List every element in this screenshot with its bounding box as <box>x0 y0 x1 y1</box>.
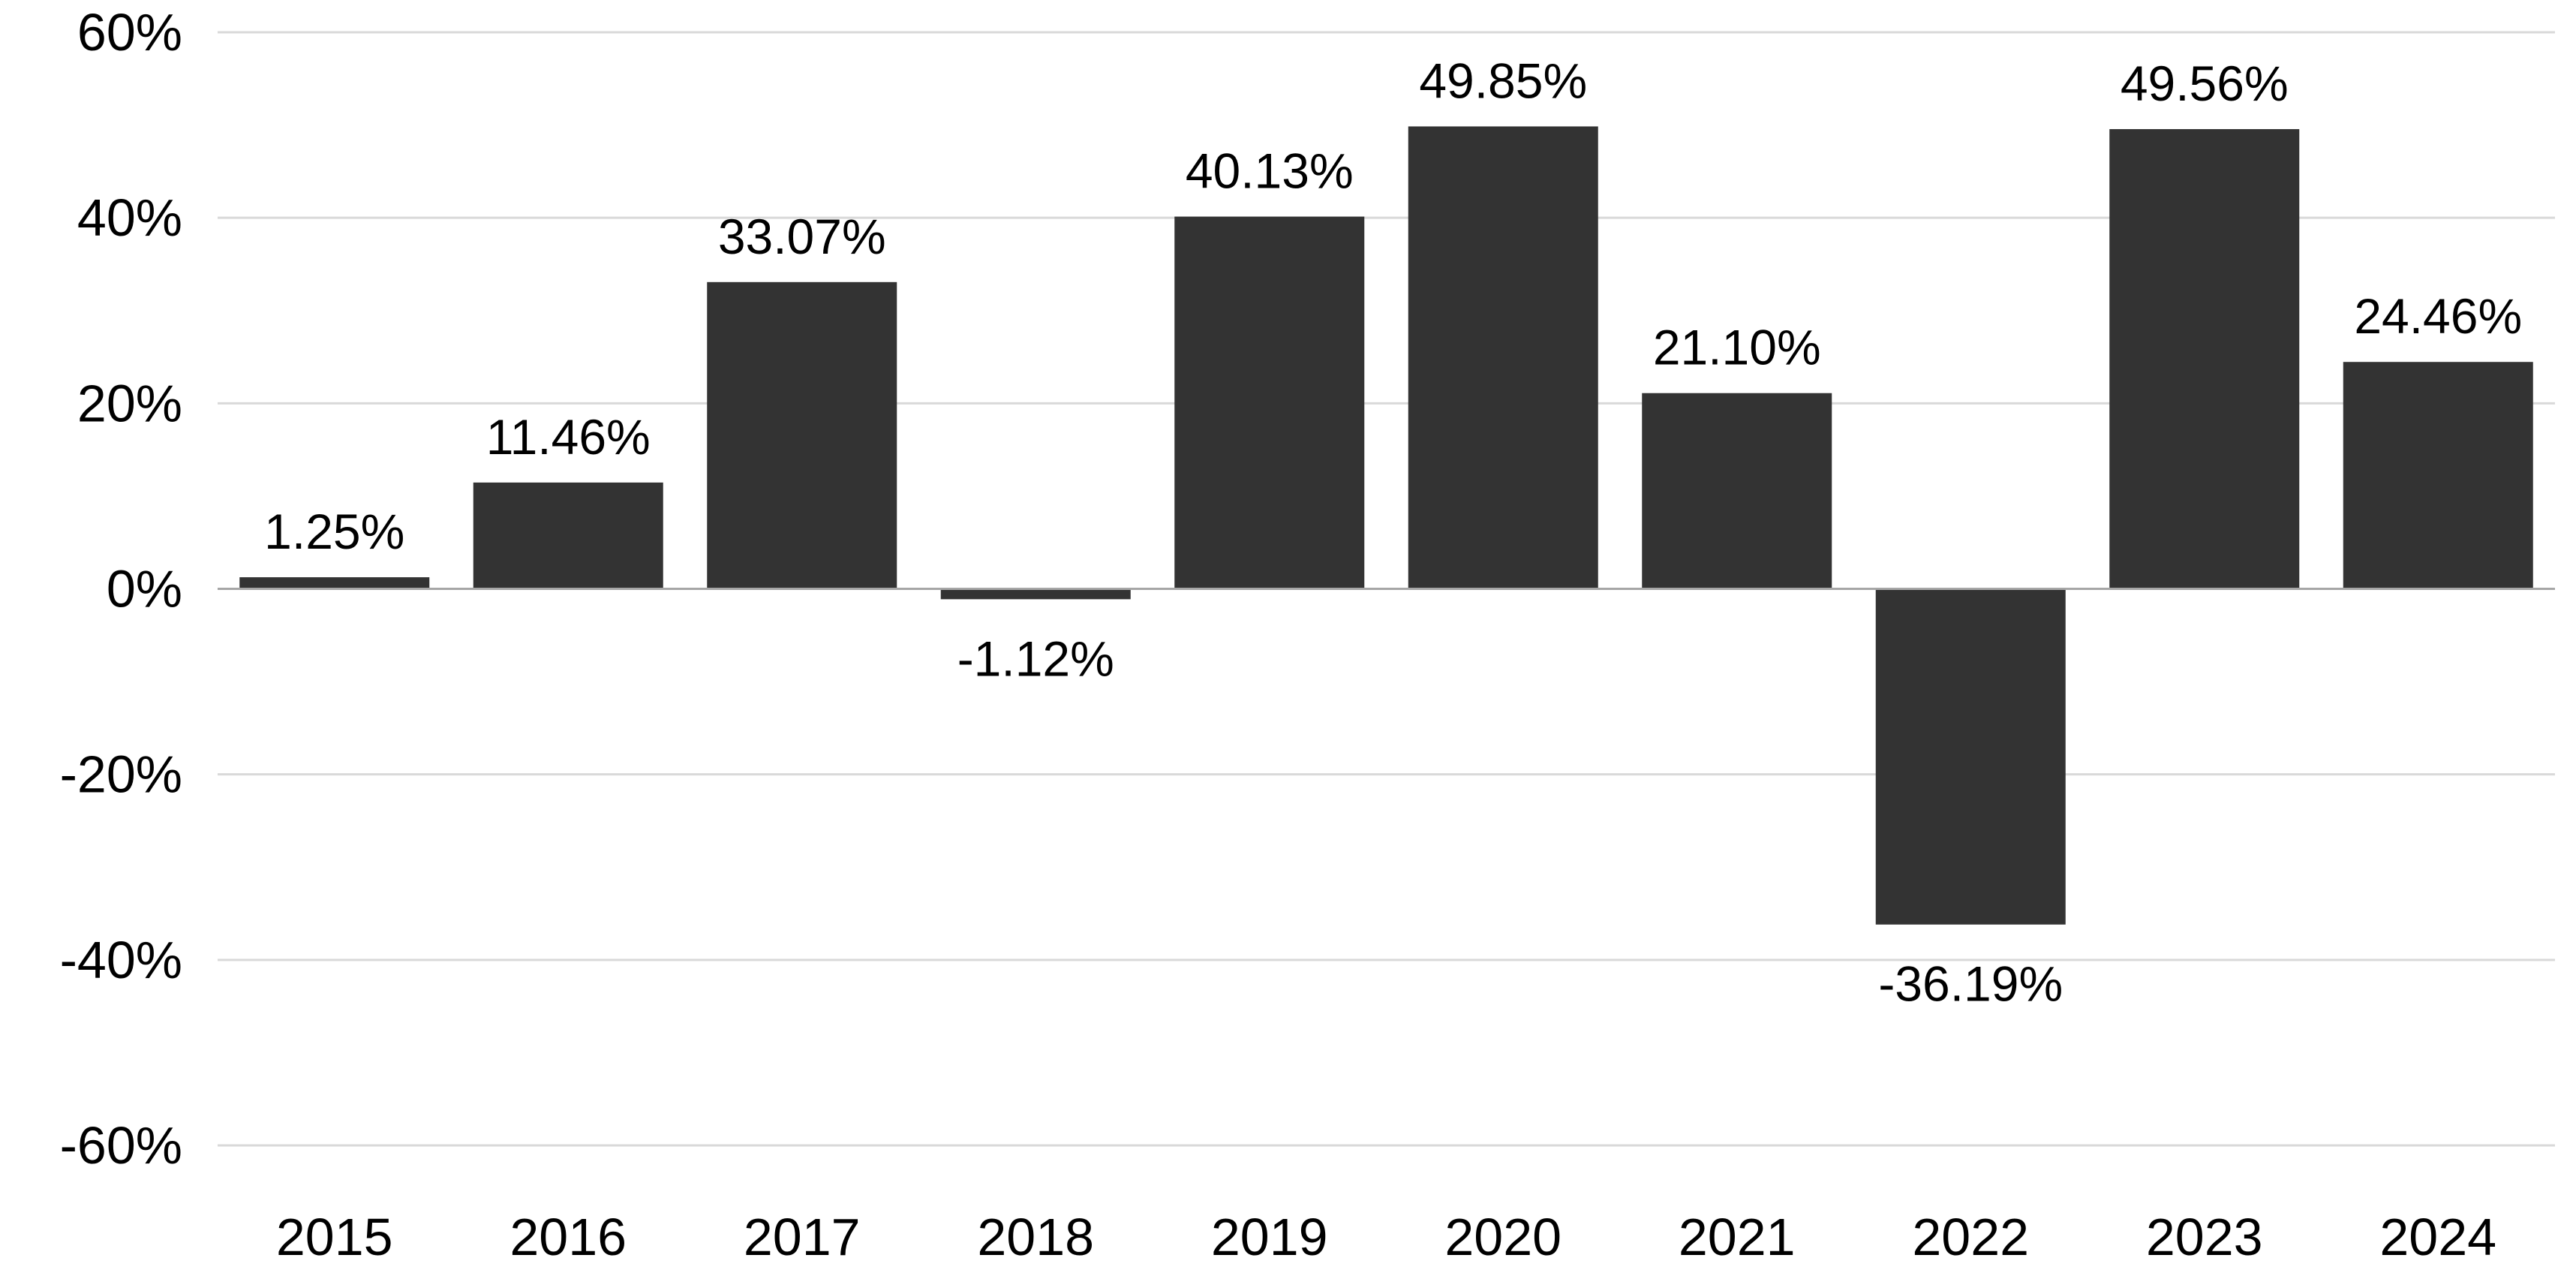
y-tick-label: 0% <box>107 560 182 618</box>
bar-2019 <box>1174 216 1365 589</box>
data-label: -36.19% <box>1878 956 2063 1012</box>
y-tick-label: 40% <box>77 188 182 247</box>
y-tick-label: -60% <box>60 1116 182 1175</box>
x-category-label: 2020 <box>1444 1208 1562 1266</box>
x-category-label: 2019 <box>1211 1208 1328 1266</box>
data-label: 21.10% <box>1653 320 1821 375</box>
bar-2017 <box>707 281 897 589</box>
x-category-label: 2017 <box>744 1208 861 1266</box>
x-category-label: 2024 <box>2379 1208 2496 1266</box>
bar-2022 <box>1875 588 2066 925</box>
y-tick-label: -40% <box>60 931 182 989</box>
bar-2018 <box>940 588 1131 600</box>
x-category-label: 2023 <box>2146 1208 2263 1266</box>
y-axis-ticks: 60% 40% 20% 0% -20% -40% -60% <box>60 3 182 1175</box>
bars <box>239 126 2533 925</box>
gridlines <box>218 31 2555 1147</box>
x-category-label: 2022 <box>1912 1208 2029 1266</box>
bar-2024 <box>2343 362 2533 589</box>
x-category-label: 2016 <box>509 1208 627 1266</box>
data-labels: 1.25% 11.46% 33.07% -1.12% 40.13% 49.85% 21.10… <box>264 53 2522 1011</box>
data-label: 49.85% <box>1419 53 1587 108</box>
y-tick-label: 20% <box>77 374 182 432</box>
bar-2016 <box>473 482 663 589</box>
x-category-label: 2021 <box>1679 1208 1796 1266</box>
x-axis-categories: 2015 2016 2017 2018 2019 2020 2021 2022 2023 2024 <box>276 1208 2496 1266</box>
y-tick-label: 60% <box>77 3 182 62</box>
data-label: 33.07% <box>718 209 886 264</box>
bar-2021 <box>1642 393 1832 589</box>
x-category-label: 2015 <box>276 1208 393 1266</box>
bar-2020 <box>1408 126 1598 589</box>
bar-2023 <box>2109 129 2300 589</box>
data-label: 24.46% <box>2354 288 2522 344</box>
bar-2015 <box>239 577 430 589</box>
data-label: -1.12% <box>957 630 1114 686</box>
data-label: 49.56% <box>2121 56 2289 111</box>
data-label: 11.46% <box>486 409 651 465</box>
x-category-label: 2018 <box>977 1208 1094 1266</box>
y-tick-label: -20% <box>60 745 182 804</box>
data-label: 1.25% <box>264 504 404 559</box>
data-label: 40.13% <box>1186 143 1354 199</box>
